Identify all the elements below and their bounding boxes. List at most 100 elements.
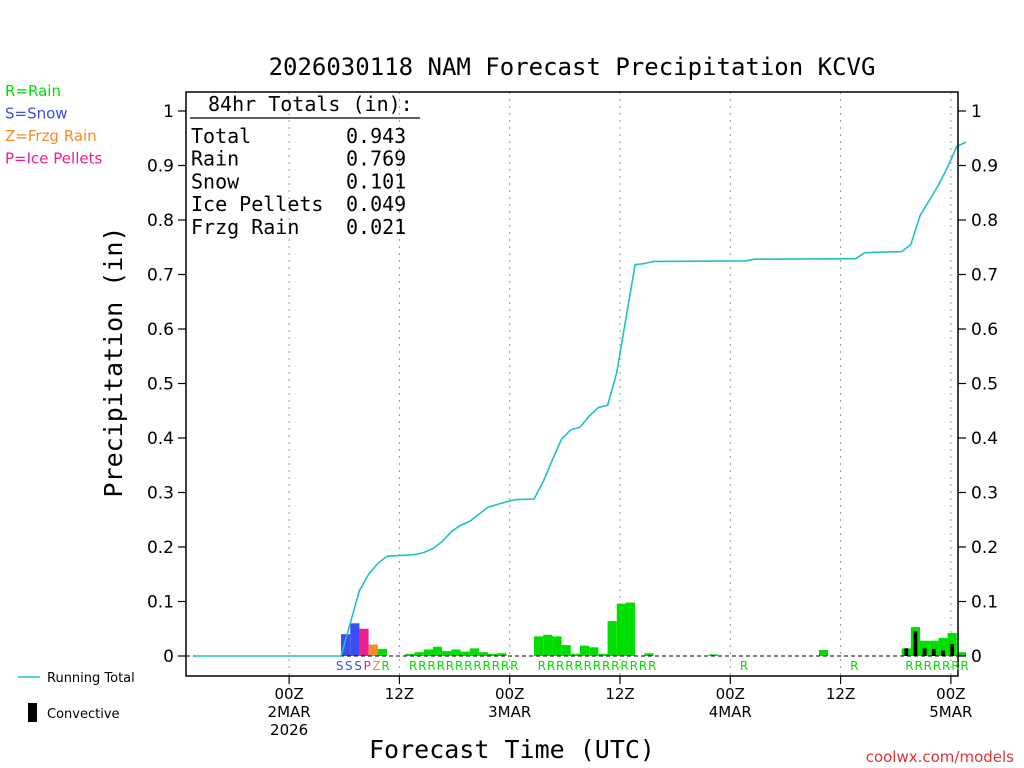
precip-type-label: R [639, 659, 647, 673]
precip-bar [451, 649, 461, 656]
y-tick-label-left: 0.5 [147, 375, 174, 395]
totals-box: 84hr Totals (in): Total 0.943 Rain 0.769 Sno… [190, 92, 420, 239]
y-tick-label-right: 0.5 [971, 375, 998, 395]
precip-type-label: Z [372, 659, 380, 673]
precip-type-label: S [345, 659, 353, 673]
precip-bar [956, 652, 966, 656]
precip-bar [543, 634, 553, 656]
convective-legend-label: Convective [47, 707, 120, 722]
precip-bar [929, 640, 939, 656]
legend-entry: R=Rain [5, 82, 61, 100]
precip-type-label: R [446, 659, 454, 673]
totals-row-label: Rain [191, 147, 239, 171]
precip-type-label: R [437, 659, 445, 673]
precip-bar [818, 650, 829, 656]
precip-type-label: R [418, 659, 426, 673]
precip-type-label: P [364, 659, 371, 673]
precip-type-label: R [740, 659, 748, 673]
precip-bar [359, 628, 369, 656]
y-tick-label-left: 1 [163, 102, 174, 122]
precip-type-label: R [630, 659, 638, 673]
bars-group [341, 602, 966, 656]
x-tick-label: 12Z [826, 685, 855, 703]
totals-rows: Total 0.943 Rain 0.769 Snow 0.101 Ice Pellets 0… [191, 124, 406, 239]
precip-bar [497, 653, 507, 656]
precip-bar [350, 623, 360, 656]
precip-bar [598, 653, 608, 656]
y-tick-label-left: 0.1 [147, 593, 174, 613]
chart-title: 2026030118 NAM Forecast Precipitation KC… [269, 53, 876, 81]
y-tick-label-left: 0.7 [147, 266, 174, 286]
legend-entry: S=Snow [5, 105, 68, 123]
precip-type-label: R [501, 659, 509, 673]
running-total-legend-label: Running Total [47, 671, 135, 686]
precip-type-label: R [483, 659, 491, 673]
x-tick-label: 00Z [716, 685, 745, 703]
x-tick-label: 2MAR [268, 703, 311, 721]
precip-type-label: R [924, 659, 932, 673]
x-tick-label: 5MAR [929, 703, 972, 721]
plot-frame [185, 91, 959, 677]
precip-type-legend: R=Rain S=Snow Z=Frzg Rain P=Ice Pellets [5, 82, 102, 168]
precip-bar [580, 645, 590, 656]
y-tick-label-right: 0.8 [971, 211, 998, 231]
y-tick-label-right: 0.7 [971, 266, 998, 286]
y-tick-label-left: 0.2 [147, 538, 174, 558]
convective-bar [913, 631, 918, 656]
legend-entry: Z=Frzg Rain [5, 127, 97, 145]
precip-type-label: S [336, 659, 344, 673]
precip-type-label: R [455, 659, 463, 673]
y-tick-label-right: 1 [971, 102, 982, 122]
precip-type-label: R [602, 659, 610, 673]
precip-type-label: R [611, 659, 619, 673]
x-tick-label: 00Z [936, 685, 965, 703]
y-tick-label-left: 0.3 [147, 484, 174, 504]
y-tick-label-left: 0 [163, 647, 174, 667]
precip-type-label: R [381, 659, 389, 673]
convective-bar [941, 650, 945, 656]
convective-bar [950, 644, 955, 656]
precip-bar [708, 654, 718, 656]
precip-type-label: R [473, 659, 481, 673]
precip-bar [405, 653, 415, 656]
convective-bar [931, 648, 936, 656]
precip-bar [644, 653, 654, 656]
precip-type-label: R [427, 659, 435, 673]
precip-bar [534, 636, 544, 656]
y-tick-label-left: 0.4 [147, 429, 174, 449]
precip-bar [589, 647, 599, 656]
precip-bar [414, 652, 424, 656]
running-total-line [194, 141, 967, 657]
precip-bar [432, 646, 443, 656]
y-tick-label-left: 0.6 [147, 320, 174, 340]
convective-legend-swatch [28, 703, 37, 722]
precip-type-label: S [354, 659, 362, 673]
precip-type-label: R [464, 659, 472, 673]
precip-type-label: R [942, 659, 950, 673]
precip-bar [570, 653, 580, 656]
x-tick-label: 4MAR [709, 703, 752, 721]
y-tick-label-right: 0.2 [971, 538, 998, 558]
precip-type-label: R [409, 659, 417, 673]
y-tick-label-right: 0.9 [971, 157, 998, 177]
precip-type-label: R [538, 659, 546, 673]
precip-type-label: R [951, 659, 959, 673]
x-tick-label: 00Z [274, 685, 303, 703]
precip-type-label: R [584, 659, 592, 673]
precip-type-label: R [565, 659, 573, 673]
precip-type-label: R [960, 659, 968, 673]
precip-type-label: R [620, 659, 628, 673]
precip-bar [616, 603, 626, 656]
x-axis-label: Forecast Time (UTC) [369, 735, 655, 764]
y-tick-label-right: 0.3 [971, 484, 998, 504]
watermark: coolwx.com/models [866, 748, 1014, 766]
totals-row-label: Ice Pellets [191, 192, 323, 216]
precip-bar [368, 644, 378, 656]
precip-bar [552, 636, 562, 656]
x-tick-label: 12Z [605, 685, 634, 703]
y-tick-label-left: 0.8 [147, 211, 174, 231]
x-tick-label: 3MAR [488, 703, 531, 721]
precip-bar [377, 648, 387, 656]
